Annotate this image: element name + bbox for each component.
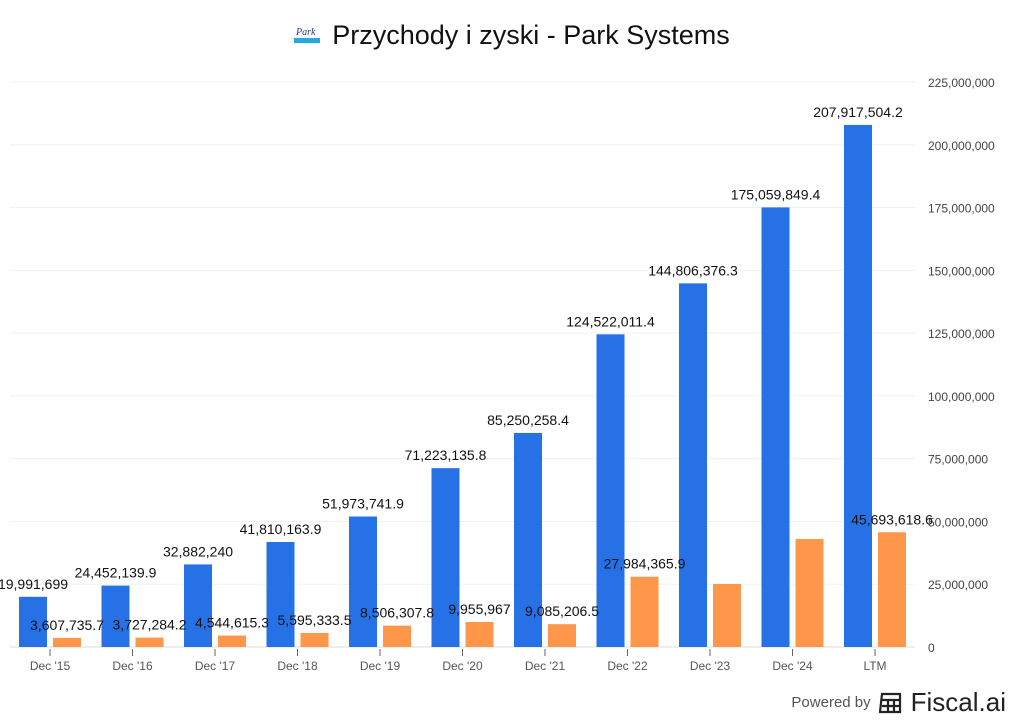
x-tick-label: Dec '15 bbox=[30, 659, 71, 673]
profit-data-label: 5,595,333.5 bbox=[278, 612, 352, 628]
fiscal-ai-logo-icon bbox=[878, 692, 901, 713]
y-tick-label: 75,000,000 bbox=[928, 453, 988, 467]
profit-bar bbox=[878, 532, 906, 647]
x-tick-label: Dec '21 bbox=[525, 659, 566, 673]
profit-data-label: 3,607,735.7 bbox=[30, 617, 104, 633]
profit-bar bbox=[713, 583, 741, 647]
x-tick-label: Dec '24 bbox=[772, 659, 813, 673]
svg-text:Park: Park bbox=[295, 27, 316, 38]
revenue-bar bbox=[266, 542, 295, 647]
revenue-data-label: 175,059,849.4 bbox=[731, 186, 821, 202]
chart-title-text: Przychody i zyski - Park Systems bbox=[332, 20, 730, 50]
chart-title: Park Przychody i zyski - Park Systems bbox=[0, 20, 1024, 51]
park-systems-logo: Park bbox=[294, 27, 321, 43]
y-tick-label: 50,000,000 bbox=[928, 515, 988, 529]
y-tick-label: 0 bbox=[928, 641, 935, 655]
x-tick-label: LTM bbox=[863, 659, 886, 673]
revenue-data-label: 41,810,163.9 bbox=[240, 521, 322, 537]
revenue-data-label: 85,250,258.4 bbox=[487, 412, 569, 428]
profit-data-label: 3,727,284.2 bbox=[113, 617, 187, 633]
profit-bar bbox=[135, 637, 164, 647]
x-tick-label: Dec '16 bbox=[112, 659, 153, 673]
y-tick-label: 100,000,000 bbox=[928, 390, 995, 404]
profit-data-label: 9,085,206.5 bbox=[525, 603, 599, 619]
revenue-data-label: 32,882,240 bbox=[163, 543, 233, 559]
y-tick-label: 125,000,000 bbox=[928, 327, 995, 341]
profit-data-label: 45,693,618.6 bbox=[851, 511, 933, 527]
profit-data-label: 8,506,307.8 bbox=[360, 605, 434, 621]
y-tick-label: 200,000,000 bbox=[928, 139, 995, 153]
revenue-data-label: 207,917,504.2 bbox=[813, 104, 903, 120]
revenue-data-label: 19,991,699 bbox=[0, 576, 68, 592]
revenue-data-label: 124,522,011.4 bbox=[566, 313, 655, 329]
y-tick-label: 175,000,000 bbox=[928, 202, 995, 216]
profit-bar bbox=[218, 635, 246, 647]
profit-bar bbox=[300, 632, 329, 647]
profit-bar bbox=[630, 576, 659, 647]
revenue-bar bbox=[514, 432, 542, 647]
profit-bar bbox=[53, 637, 81, 647]
profit-data-label: 27,984,365.9 bbox=[604, 556, 686, 572]
y-tick-label: 225,000,000 bbox=[928, 76, 995, 90]
revenue-bar bbox=[596, 334, 625, 647]
x-tick-label: Dec '19 bbox=[360, 659, 401, 673]
x-tick-label: Dec '18 bbox=[277, 659, 318, 673]
revenue-bar bbox=[679, 283, 707, 647]
profit-bar bbox=[548, 624, 576, 647]
revenue-data-label: 71,223,135.8 bbox=[405, 447, 487, 463]
x-tick-label: Dec '22 bbox=[607, 659, 648, 673]
revenue-bar bbox=[184, 564, 212, 647]
revenue-bar bbox=[101, 585, 130, 647]
footer: Powered by Fiscal.ai bbox=[791, 687, 1006, 718]
profit-data-label: 4,544,615.3 bbox=[195, 615, 269, 631]
profit-bar bbox=[795, 539, 824, 647]
revenue-bar bbox=[19, 596, 47, 647]
revenue-bar bbox=[431, 468, 460, 647]
profit-bar bbox=[383, 625, 411, 647]
brand-name: Fiscal.ai bbox=[910, 687, 1006, 717]
profit-bar bbox=[465, 621, 494, 647]
profit-data-label: 9,955,967 bbox=[448, 601, 510, 617]
revenue-data-label: 144,806,376.3 bbox=[648, 262, 738, 278]
revenue-bar bbox=[844, 124, 872, 647]
revenue-data-label: 24,452,139.9 bbox=[75, 565, 157, 581]
x-tick-label: Dec '20 bbox=[442, 659, 483, 673]
x-tick-label: Dec '17 bbox=[195, 659, 236, 673]
revenue-bar bbox=[761, 207, 790, 647]
y-tick-label: 150,000,000 bbox=[928, 264, 995, 278]
revenue-bar bbox=[349, 516, 377, 647]
revenue-data-label: 51,973,741.9 bbox=[322, 495, 404, 511]
powered-by-text: Powered by bbox=[791, 694, 871, 711]
y-tick-label: 25,000,000 bbox=[928, 578, 988, 592]
x-tick-label: Dec '23 bbox=[690, 659, 731, 673]
